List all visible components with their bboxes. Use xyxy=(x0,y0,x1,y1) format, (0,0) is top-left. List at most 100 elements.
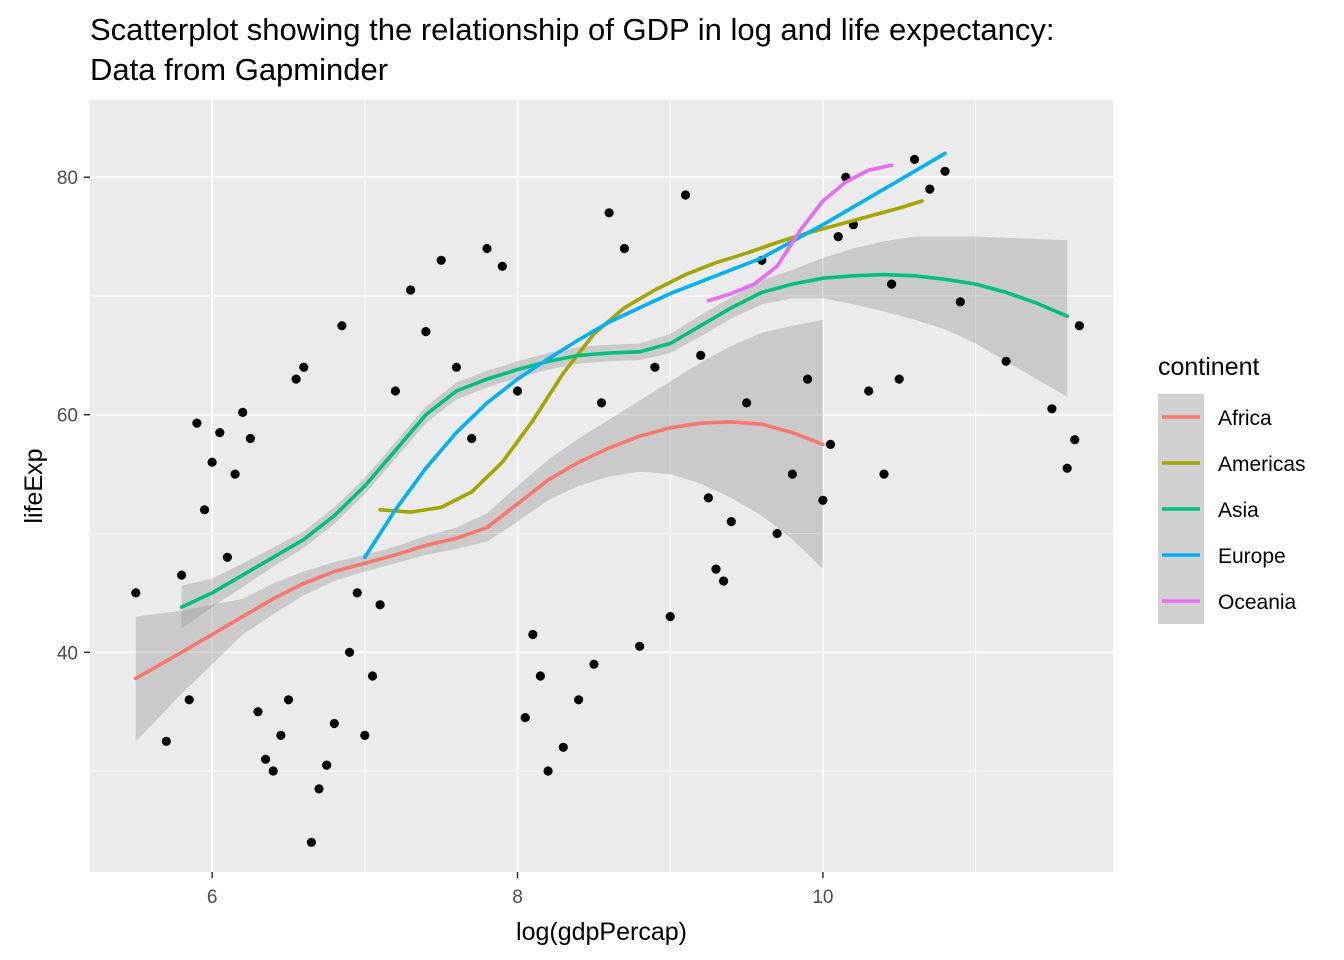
data-point xyxy=(390,386,400,396)
data-point xyxy=(245,433,255,444)
data-point xyxy=(665,612,675,622)
data-point xyxy=(543,766,553,776)
data-point xyxy=(467,433,477,444)
x-tick-label: 10 xyxy=(812,887,833,908)
data-point xyxy=(230,469,240,479)
legend-label: Africa xyxy=(1218,407,1272,430)
data-point xyxy=(894,374,904,384)
data-point xyxy=(818,495,828,505)
data-point xyxy=(879,469,889,479)
data-point xyxy=(276,730,286,741)
data-point xyxy=(1062,463,1072,473)
data-point xyxy=(1047,404,1057,414)
data-point xyxy=(703,493,714,503)
data-point xyxy=(558,742,568,752)
data-point xyxy=(161,736,171,747)
smooth-line-asia xyxy=(179,272,1069,609)
data-point xyxy=(803,374,813,384)
legend: continent Africa Americas Asia Europe Oceania xyxy=(1158,353,1306,624)
data-point xyxy=(451,362,461,372)
data-point xyxy=(535,671,546,681)
chart-subtitle-line: Data from Gapminder xyxy=(90,52,389,88)
data-point xyxy=(207,457,217,467)
data-point xyxy=(742,398,752,408)
data-point xyxy=(726,517,736,527)
plot-panel xyxy=(90,100,1113,872)
data-point xyxy=(406,285,416,295)
x-tick-label: 8 xyxy=(512,887,523,908)
data-point xyxy=(940,166,950,176)
data-point xyxy=(925,184,935,194)
smooth-line-africa xyxy=(134,420,825,681)
data-point xyxy=(131,588,141,598)
chart-title: Scatterplot showing the relationship of … xyxy=(90,10,1054,91)
data-point xyxy=(619,243,630,254)
y-tick-label: 60 xyxy=(57,406,78,427)
data-point xyxy=(528,629,538,640)
legend-label: Europe xyxy=(1218,545,1286,568)
data-point xyxy=(177,570,187,580)
data-point xyxy=(825,439,836,449)
data-point xyxy=(192,418,202,428)
data-point xyxy=(833,232,843,242)
data-point xyxy=(482,243,492,254)
data-point xyxy=(1070,435,1080,445)
data-point xyxy=(283,695,294,705)
data-point xyxy=(635,641,645,651)
data-point xyxy=(574,695,584,705)
data-point xyxy=(215,428,225,438)
data-point xyxy=(887,279,897,289)
data-point xyxy=(253,707,263,717)
legend-label: Oceania xyxy=(1218,591,1297,614)
data-point xyxy=(864,386,874,396)
data-point xyxy=(261,754,271,764)
data-point xyxy=(512,386,523,396)
legend-label: Americas xyxy=(1218,453,1306,476)
data-point xyxy=(314,784,324,794)
data-point xyxy=(589,659,599,669)
chart-title-line: Scatterplot showing the relationship of … xyxy=(90,12,1055,47)
data-point xyxy=(268,766,278,776)
data-point xyxy=(329,718,339,729)
data-point xyxy=(199,505,210,515)
data-point xyxy=(787,469,798,479)
data-point xyxy=(352,588,362,598)
data-point xyxy=(299,362,309,372)
data-point xyxy=(1001,356,1011,366)
y-axis-title: lifeExp xyxy=(20,448,48,523)
data-point xyxy=(436,255,446,265)
y-tick-label: 80 xyxy=(57,168,78,189)
data-point xyxy=(696,350,706,360)
x-axis-title: log(gdpPercap) xyxy=(516,918,687,946)
data-point xyxy=(680,190,691,200)
data-point xyxy=(306,837,316,847)
data-point xyxy=(291,374,301,384)
legend-label: Asia xyxy=(1218,499,1259,522)
data-point xyxy=(337,321,347,331)
data-point xyxy=(596,398,607,408)
smooth-line-oceania xyxy=(706,163,894,303)
data-point xyxy=(772,528,782,539)
ribbon-asia xyxy=(181,236,1068,629)
data-point xyxy=(421,327,431,337)
data-point xyxy=(604,208,614,218)
x-tick-label: 6 xyxy=(207,887,218,908)
data-point xyxy=(719,576,729,586)
smooth-line-americas xyxy=(378,199,924,514)
data-point xyxy=(184,695,194,705)
data-point xyxy=(345,647,355,657)
data-point xyxy=(711,564,721,574)
y-tick-label: 40 xyxy=(57,643,78,664)
data-point xyxy=(322,760,332,770)
data-point xyxy=(909,154,920,164)
data-point xyxy=(375,600,385,610)
data-point xyxy=(238,407,248,417)
data-point xyxy=(520,713,530,723)
data-point xyxy=(1074,321,1084,331)
data-point xyxy=(367,671,378,681)
data-point xyxy=(955,297,965,307)
data-point xyxy=(222,552,232,562)
data-point xyxy=(497,261,507,271)
